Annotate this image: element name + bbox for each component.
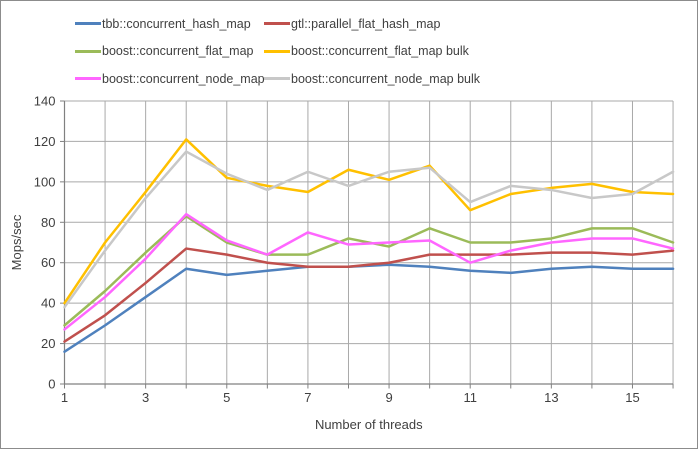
x-axis-title: Number of threads <box>315 417 423 432</box>
series-line-1 <box>63 247 675 343</box>
series-line-5 <box>63 150 675 309</box>
y-tick-label: 20 <box>41 336 55 351</box>
x-tick-label: 7 <box>304 390 311 405</box>
legend-label: tbb::concurrent_hash_map <box>102 16 251 31</box>
legend-label: boost::concurrent_node_map <box>102 71 265 86</box>
y-tick-label: 100 <box>34 174 56 189</box>
x-tick-label: 13 <box>544 390 558 405</box>
legend-swatch-line-icon <box>264 22 290 26</box>
legend-item-boost-concurrent-node-map-bulk: boost::concurrent_node_map bulk <box>264 65 480 93</box>
x-tick-label: 1 <box>61 390 68 405</box>
y-tick-label: 40 <box>41 296 55 311</box>
series-line-2 <box>63 214 675 327</box>
legend-swatch-line-icon <box>264 77 290 81</box>
x-tick-label: 15 <box>625 390 639 405</box>
y-tick-label: 60 <box>41 255 55 270</box>
legend-item-boost-concurrent-node-map: boost::concurrent_node_map <box>75 65 265 93</box>
series-line-4 <box>63 212 675 331</box>
chart-legend: tbb::concurrent_hash_map gtl::parallel_f… <box>75 10 480 93</box>
x-tick-label: 5 <box>223 390 230 405</box>
legend-label: boost::concurrent_node_map bulk <box>291 71 481 86</box>
legend-swatch-line-icon <box>264 49 290 53</box>
legend-label: boost::concurrent_flat_map <box>102 44 254 59</box>
legend-item-boost-concurrent-flat-map-bulk: boost::concurrent_flat_map bulk <box>264 38 480 66</box>
x-tick-label: 3 <box>142 390 149 405</box>
legend-item-gtl-parallel-flat-hash-map: gtl::parallel_flat_hash_map <box>264 10 480 38</box>
legend-item-boost-concurrent-flat-map: boost::concurrent_flat_map <box>75 38 264 66</box>
legend-swatch-line-icon <box>75 22 101 26</box>
legend-label: gtl::parallel_flat_hash_map <box>291 16 441 31</box>
series-line-3 <box>63 138 675 305</box>
y-tick-label: 80 <box>41 215 55 230</box>
legend-label: boost::concurrent_flat_map bulk <box>291 44 469 59</box>
y-tick-label: 120 <box>34 134 56 149</box>
legend-swatch-line-icon <box>75 49 101 53</box>
y-axis-title: Mops/sec <box>9 214 24 270</box>
x-tick-label: 11 <box>463 390 477 405</box>
y-tick-label: 0 <box>48 377 55 392</box>
x-tick-label: 9 <box>385 390 392 405</box>
legend-swatch-line-icon <box>75 77 101 81</box>
y-tick-label: 140 <box>34 94 56 109</box>
series-line-0 <box>63 263 675 353</box>
legend-item-tbb-concurrent-hash-map: tbb::concurrent_hash_map <box>75 10 264 38</box>
